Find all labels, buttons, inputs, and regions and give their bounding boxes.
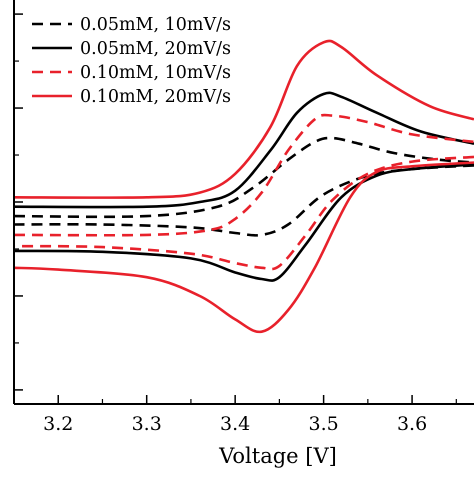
x-tick-label-4: 3.6 (397, 413, 427, 435)
legend-label-4: 0.10mM, 20mV/s (80, 87, 231, 107)
series-3-reverse-line (14, 155, 474, 271)
legend-label-1: 0.05mM, 10mV/s (80, 15, 231, 35)
legend: 0.05mM, 10mV/s 0.05mM, 20mV/s 0.10mM, 10mV… (32, 15, 231, 107)
legend-label-2: 0.05mM, 20mV/s (80, 39, 231, 59)
x-tick-label-1: 3.3 (132, 413, 162, 435)
axes: 3.2 3.3 3.4 3.5 3.6 (13, 0, 474, 435)
series-2-reverse-line (14, 163, 474, 282)
series-1-reverse-line (14, 164, 474, 237)
x-tick-label-3: 3.5 (309, 413, 339, 435)
series-4-forward-line (14, 39, 474, 199)
x-axis-label: Voltage [V] (218, 444, 337, 468)
series-2-forward-line (14, 91, 474, 209)
x-tick-label-0: 3.2 (43, 413, 73, 435)
plot-area (14, 39, 474, 334)
series-lines (14, 39, 474, 334)
series-4-reverse-line (14, 161, 474, 334)
legend-label-3: 0.10mM, 10mV/s (80, 63, 231, 83)
series-3-forward-line (14, 113, 474, 237)
series-1-forward-line (14, 136, 474, 219)
x-tick-label-2: 3.4 (220, 413, 250, 435)
